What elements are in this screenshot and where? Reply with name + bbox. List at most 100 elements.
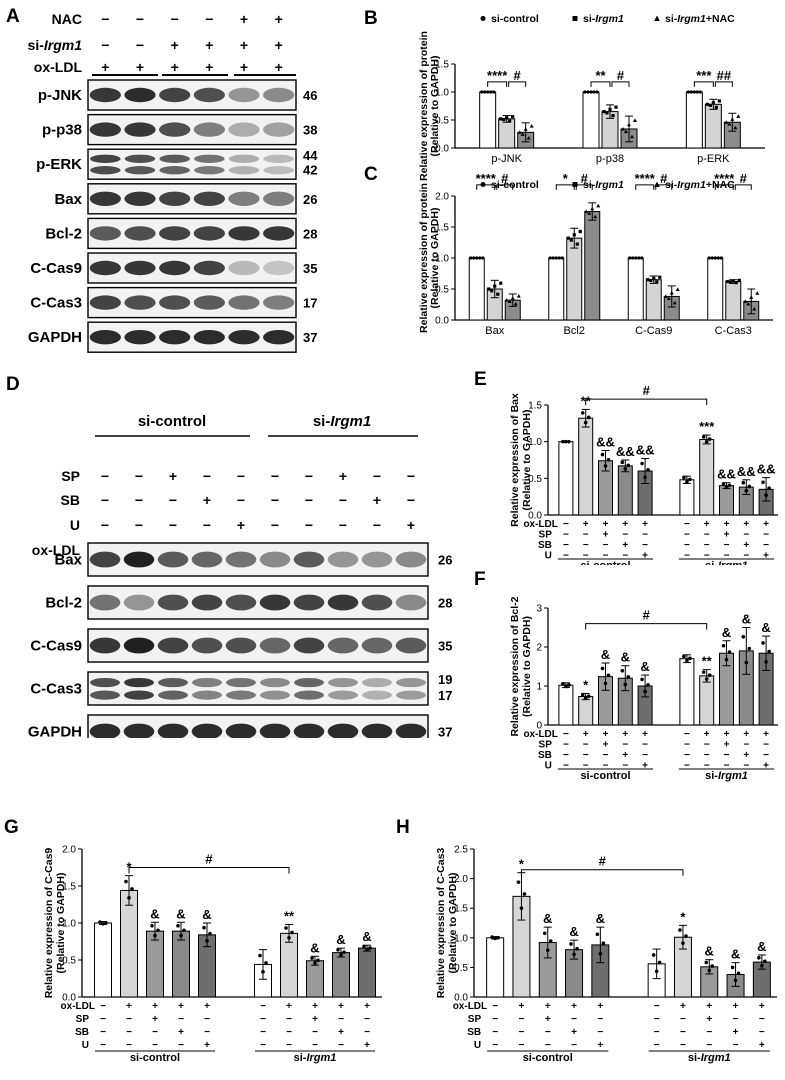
condition-sign: − bbox=[563, 761, 569, 772]
data-point bbox=[744, 660, 749, 665]
panel-letter-f: F bbox=[474, 569, 486, 590]
blot-band bbox=[263, 191, 295, 206]
panel-c-chart: C 0.0 0.5 1.0 1.5 2.0 Relative expression of p… bbox=[364, 164, 773, 337]
treatment-sign: + bbox=[275, 59, 283, 75]
blot-band bbox=[395, 723, 427, 740]
data-point bbox=[713, 256, 717, 260]
condition-sign: − bbox=[724, 750, 730, 761]
treatment-sign: − bbox=[101, 11, 109, 27]
treatment-sign: − bbox=[407, 468, 415, 484]
bar bbox=[679, 479, 695, 516]
blot-label-p-erk: p-ERK bbox=[36, 156, 82, 173]
data-point bbox=[583, 420, 588, 425]
condition-sign: + bbox=[597, 1001, 603, 1012]
data-point bbox=[603, 464, 608, 468]
condition-sign: − bbox=[704, 530, 710, 541]
blot-band bbox=[228, 330, 260, 345]
treatment-label: SB bbox=[61, 492, 80, 508]
data-point bbox=[707, 968, 712, 973]
data-point bbox=[156, 928, 160, 933]
condition-sign: − bbox=[204, 1027, 210, 1038]
bar bbox=[558, 684, 574, 726]
condition-sign: − bbox=[684, 750, 690, 761]
data-point bbox=[496, 292, 500, 296]
sig-mark: & bbox=[601, 647, 610, 662]
data-point bbox=[643, 689, 647, 694]
blot-band bbox=[159, 260, 191, 276]
data-point bbox=[127, 896, 131, 900]
condition-sign: − bbox=[759, 1027, 765, 1038]
bridge-bracket bbox=[520, 869, 684, 876]
sig-mark: & bbox=[176, 906, 185, 921]
bridge-mark: # bbox=[643, 608, 651, 623]
condition-sign: − bbox=[260, 1040, 266, 1051]
y-tick-label: 1.5 bbox=[435, 60, 449, 71]
condition-sign: − bbox=[286, 1014, 292, 1025]
data-point bbox=[707, 256, 711, 260]
mw-marker: 35 bbox=[303, 261, 317, 276]
treatment-sign: + bbox=[240, 59, 248, 75]
data-point bbox=[520, 132, 525, 136]
condition-sign: − bbox=[642, 530, 648, 541]
data-point bbox=[727, 122, 732, 126]
sig-bracket bbox=[655, 184, 673, 190]
condition-sign: − bbox=[704, 540, 710, 551]
data-point bbox=[710, 256, 714, 260]
sig-mark: # bbox=[617, 68, 625, 83]
data-point bbox=[763, 959, 767, 964]
data-point bbox=[626, 675, 631, 679]
blot-band bbox=[193, 226, 225, 241]
category-label: p-ERK bbox=[697, 153, 730, 165]
category-label: C-Cas9 bbox=[635, 325, 672, 337]
condition-sign: − bbox=[603, 761, 609, 772]
blot-band bbox=[193, 191, 225, 206]
data-point bbox=[587, 211, 592, 215]
blot-band bbox=[124, 122, 156, 137]
condition-sign: − bbox=[583, 530, 589, 541]
condition-sign: + bbox=[733, 1027, 739, 1038]
data-point bbox=[630, 134, 634, 139]
y-tick-label: 0.5 bbox=[435, 116, 449, 127]
blot-box-c-cas9 bbox=[87, 252, 297, 284]
blot-label-gapdh: GAPDH bbox=[28, 724, 82, 739]
data-point bbox=[508, 119, 512, 123]
data-point bbox=[640, 256, 644, 260]
condition-sign: + bbox=[706, 1014, 712, 1025]
data-point bbox=[489, 90, 493, 94]
sig-bracket bbox=[635, 184, 655, 190]
condition-sign: − bbox=[563, 540, 569, 551]
y-tick-label: 0.5 bbox=[528, 474, 542, 485]
y-axis-title: (Relative to GAPDH) bbox=[447, 873, 459, 974]
treatment-sign: − bbox=[136, 37, 144, 53]
condition-sign: − bbox=[763, 740, 769, 751]
blot-band bbox=[396, 690, 426, 700]
blot-band bbox=[226, 677, 256, 688]
data-point bbox=[626, 463, 631, 468]
blot-band bbox=[89, 723, 121, 740]
mw-marker: 35 bbox=[438, 639, 452, 654]
data-point bbox=[572, 233, 576, 237]
data-point bbox=[602, 110, 606, 114]
data-point bbox=[730, 965, 735, 970]
condition-sign: + bbox=[204, 1001, 210, 1012]
condition-sign: + bbox=[763, 519, 769, 530]
condition-sign: + bbox=[642, 519, 648, 530]
panel-b: B 0.0 0.5 1.0 1.5 Relative expression of prot… bbox=[360, 0, 785, 190]
blot-band bbox=[225, 723, 257, 740]
sig-mark: && bbox=[596, 434, 615, 449]
data-point bbox=[746, 301, 751, 306]
condition-sign: − bbox=[126, 1040, 132, 1051]
data-point bbox=[685, 658, 689, 663]
condition-sign: − bbox=[571, 1014, 577, 1025]
blot-band bbox=[361, 723, 393, 740]
data-point bbox=[682, 475, 686, 480]
data-point bbox=[652, 276, 656, 281]
data-point bbox=[567, 683, 571, 687]
y-tick-label: 0.0 bbox=[528, 511, 542, 522]
condition-sign: − bbox=[733, 1040, 739, 1051]
condition-sign: − bbox=[724, 551, 730, 562]
condition-sign: − bbox=[563, 729, 569, 740]
mw-marker: 44 bbox=[303, 148, 318, 163]
panel-letter-a: A bbox=[6, 6, 20, 27]
y-tick-label: 1.5 bbox=[62, 882, 76, 893]
